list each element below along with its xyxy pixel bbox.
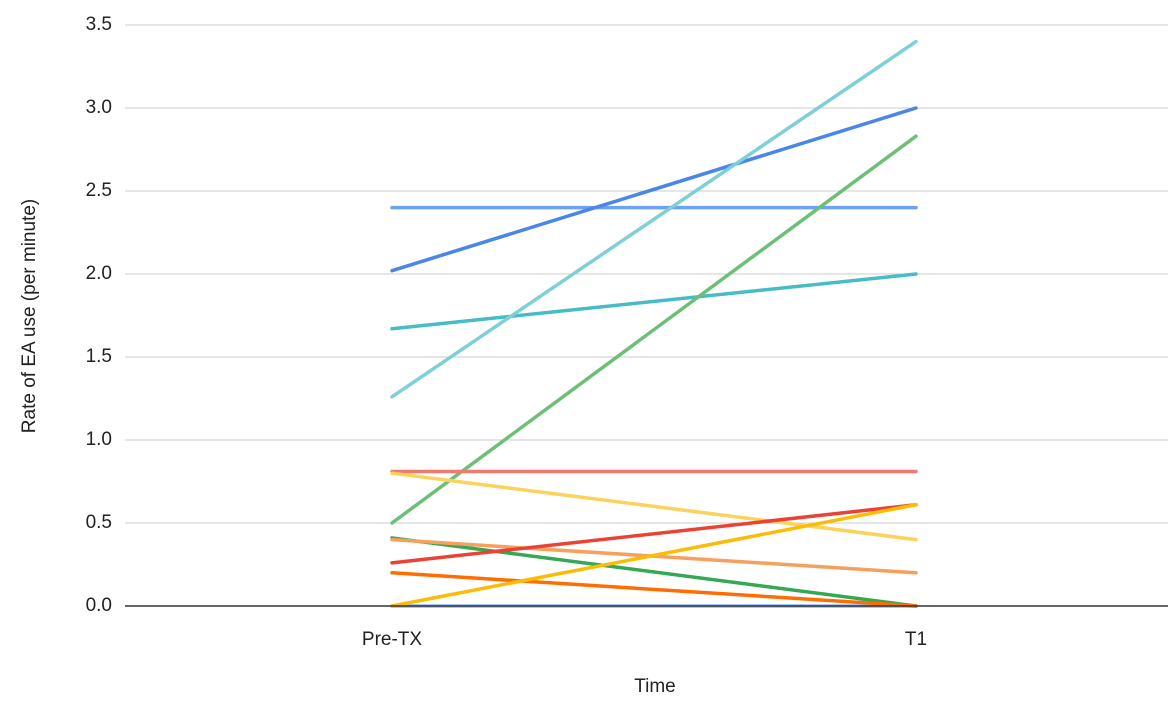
x-axis-tick-labels: Pre-TX T1 xyxy=(362,629,927,650)
x-tick-label: Pre-TX xyxy=(362,629,423,650)
series-line-3 xyxy=(390,106,918,273)
series-line-6 xyxy=(390,134,918,525)
x-axis-title: Time xyxy=(634,676,676,697)
y-tick-label: 3.0 xyxy=(86,97,112,118)
series-line-8 xyxy=(390,471,918,542)
series-line-11 xyxy=(390,502,918,565)
y-tick-label: 0.5 xyxy=(86,512,112,533)
series-line-5 xyxy=(390,39,918,399)
series-line-13 xyxy=(390,502,918,608)
x-tick-label: T1 xyxy=(905,629,927,650)
y-axis-tick-labels: 0.0 0.5 1.0 1.5 2.0 2.5 3.0 3.5 xyxy=(86,14,112,616)
series-lines xyxy=(390,39,918,608)
series-line-9 xyxy=(390,536,918,608)
y-tick-label: 1.0 xyxy=(86,429,112,450)
y-tick-label: 1.5 xyxy=(86,346,112,367)
y-tick-label: 0.0 xyxy=(86,595,112,616)
y-tick-label: 2.5 xyxy=(86,180,112,201)
gridlines xyxy=(125,24,1168,524)
series-line-4 xyxy=(390,272,918,331)
series-line-12 xyxy=(390,571,918,608)
y-tick-label: 3.5 xyxy=(86,14,112,35)
y-axis-title: Rate of EA use (per minute) xyxy=(19,199,40,433)
y-tick-label: 2.0 xyxy=(86,263,112,284)
